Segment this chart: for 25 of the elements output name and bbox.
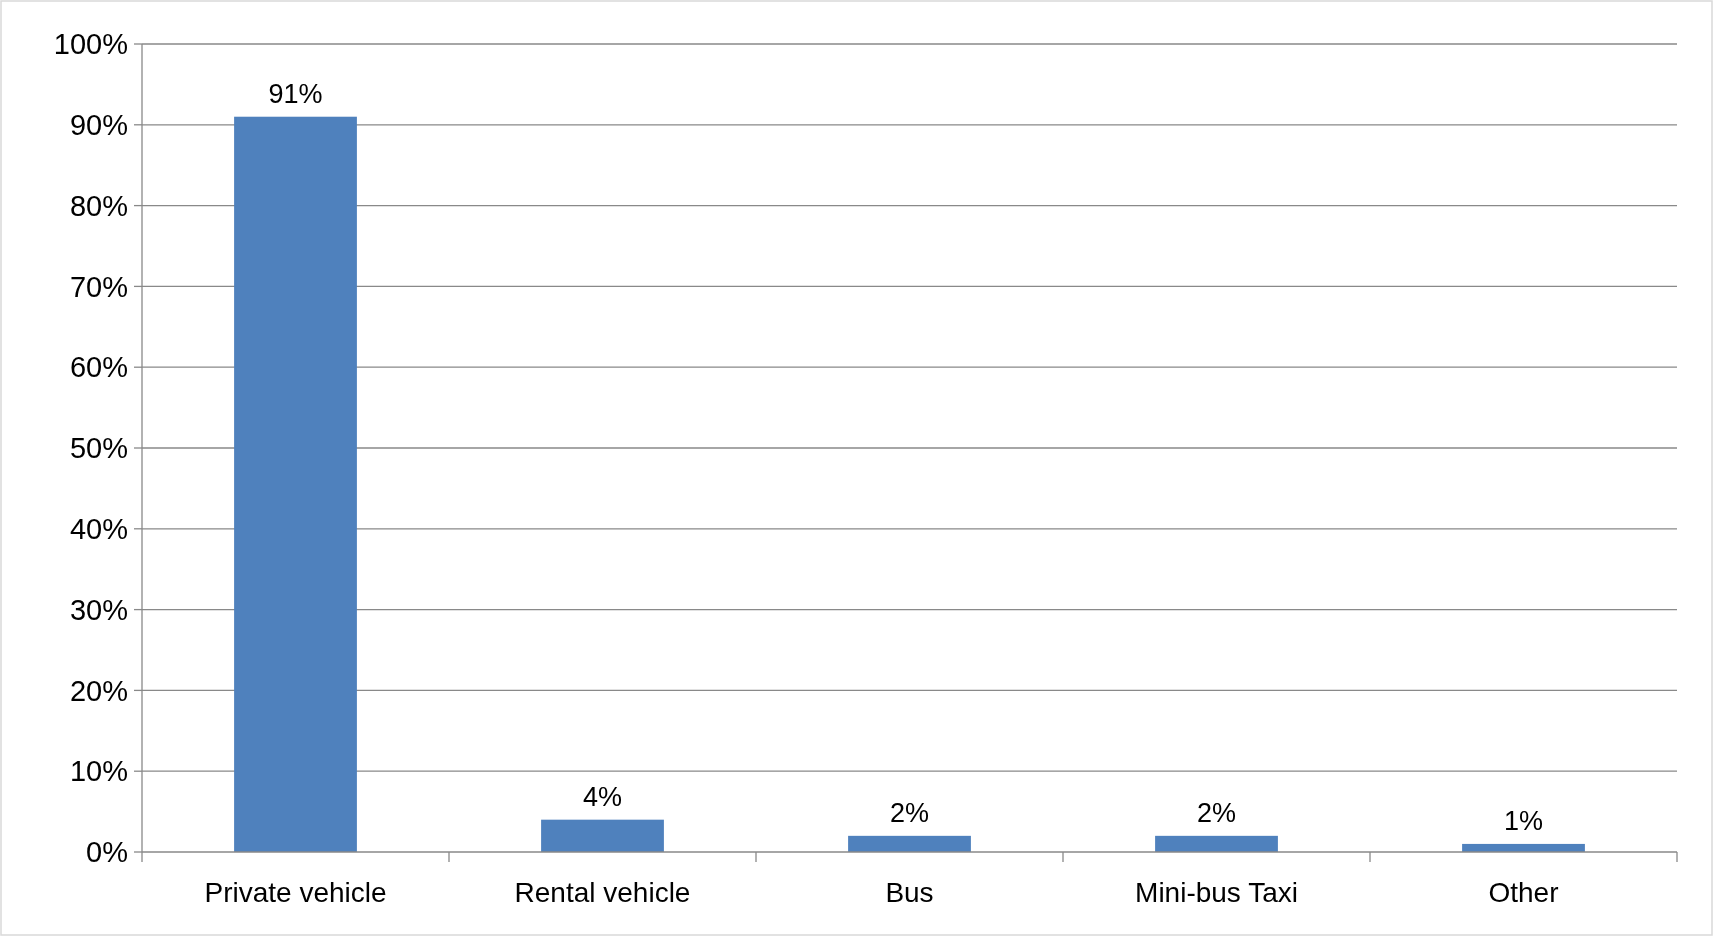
bar [848,835,971,852]
y-tick-label: 90% [69,108,128,141]
y-tick-label: 20% [69,674,128,707]
y-tick-label: 60% [69,351,128,384]
x-tick-label: Rental vehicle [514,877,691,908]
y-tick-label: 10% [69,755,128,788]
data-label: 2% [1196,797,1237,828]
y-tick-label: 80% [69,189,128,222]
bar [1155,835,1278,852]
data-label: 2% [889,797,930,828]
x-tick-label: Mini-bus Taxi [1135,877,1298,908]
y-tick-label: 50% [69,432,128,465]
y-tick-label: 30% [69,593,128,626]
bar [541,819,664,852]
bar [234,116,357,852]
y-tick-label: 100% [53,28,128,61]
y-tick-label: 70% [69,270,128,303]
x-tick-label: Private vehicle [204,877,387,908]
y-tick-label: 40% [69,512,128,545]
x-tick-label: Other [1488,877,1559,908]
x-tick-label: Bus [885,877,934,908]
y-tick-label: 0% [86,836,128,869]
data-label: 1% [1503,805,1544,836]
data-label: 4% [582,781,623,812]
data-label: 91% [268,78,323,109]
